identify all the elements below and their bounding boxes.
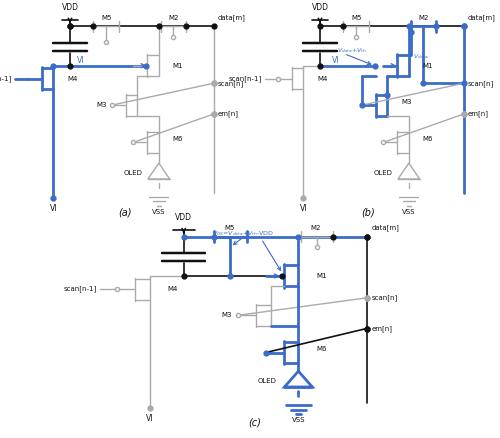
Text: VDD: VDD bbox=[175, 213, 192, 222]
Text: $V_{data}$: $V_{data}$ bbox=[413, 53, 429, 61]
Text: scan[n]: scan[n] bbox=[372, 294, 398, 301]
Text: M5: M5 bbox=[351, 14, 362, 21]
Text: em[n]: em[n] bbox=[372, 325, 392, 332]
Text: VSS: VSS bbox=[152, 209, 166, 215]
Polygon shape bbox=[148, 163, 170, 179]
Text: M5: M5 bbox=[101, 14, 112, 21]
Polygon shape bbox=[284, 371, 312, 387]
Text: M3: M3 bbox=[401, 99, 411, 105]
Text: VI: VI bbox=[332, 56, 340, 65]
Text: VDD: VDD bbox=[312, 3, 328, 12]
Text: M2: M2 bbox=[418, 14, 429, 21]
Text: M6: M6 bbox=[316, 346, 327, 353]
Text: data[m]: data[m] bbox=[218, 14, 246, 21]
Text: (b): (b) bbox=[361, 208, 375, 217]
Text: VI: VI bbox=[77, 56, 84, 65]
Text: M3: M3 bbox=[96, 102, 107, 108]
Text: (a): (a) bbox=[118, 208, 132, 217]
Text: scan[n-1]: scan[n-1] bbox=[0, 75, 12, 82]
Text: OLED: OLED bbox=[258, 378, 276, 384]
Text: VI: VI bbox=[50, 204, 57, 213]
Text: M4: M4 bbox=[67, 76, 78, 82]
Text: scan[n-1]: scan[n-1] bbox=[64, 286, 96, 293]
Text: M6: M6 bbox=[422, 136, 433, 142]
Text: $V_{GS}$=$V_{data}$+$V_{th}$-VDD: $V_{GS}$=$V_{data}$+$V_{th}$-VDD bbox=[212, 229, 274, 238]
Text: em[n]: em[n] bbox=[468, 110, 488, 117]
Text: VI: VI bbox=[300, 204, 307, 213]
Text: scan[n]: scan[n] bbox=[218, 80, 244, 87]
Text: scan[n]: scan[n] bbox=[468, 80, 494, 87]
Text: VDD: VDD bbox=[62, 3, 78, 12]
Text: M2: M2 bbox=[168, 14, 179, 21]
Text: M4: M4 bbox=[317, 76, 328, 82]
Text: $V_{data}$+$V_{th}$: $V_{data}$+$V_{th}$ bbox=[337, 46, 367, 55]
Text: M1: M1 bbox=[422, 63, 433, 69]
Text: M1: M1 bbox=[316, 273, 327, 279]
Text: scan[n-1]: scan[n-1] bbox=[229, 75, 262, 82]
Text: data[m]: data[m] bbox=[372, 224, 399, 231]
Text: M3: M3 bbox=[221, 312, 232, 318]
Text: VSS: VSS bbox=[402, 209, 415, 215]
Text: M6: M6 bbox=[172, 136, 183, 142]
Text: M5: M5 bbox=[224, 225, 234, 231]
Text: M1: M1 bbox=[172, 63, 183, 69]
Text: (c): (c) bbox=[248, 418, 262, 427]
Text: VI: VI bbox=[146, 414, 154, 423]
Polygon shape bbox=[398, 163, 419, 179]
Text: data[m]: data[m] bbox=[468, 14, 495, 21]
Text: M2: M2 bbox=[311, 225, 321, 231]
Text: em[n]: em[n] bbox=[218, 110, 238, 117]
Text: OLED: OLED bbox=[373, 170, 392, 176]
Text: VSS: VSS bbox=[292, 417, 305, 423]
Text: M4: M4 bbox=[168, 286, 178, 292]
Text: OLED: OLED bbox=[123, 170, 142, 176]
